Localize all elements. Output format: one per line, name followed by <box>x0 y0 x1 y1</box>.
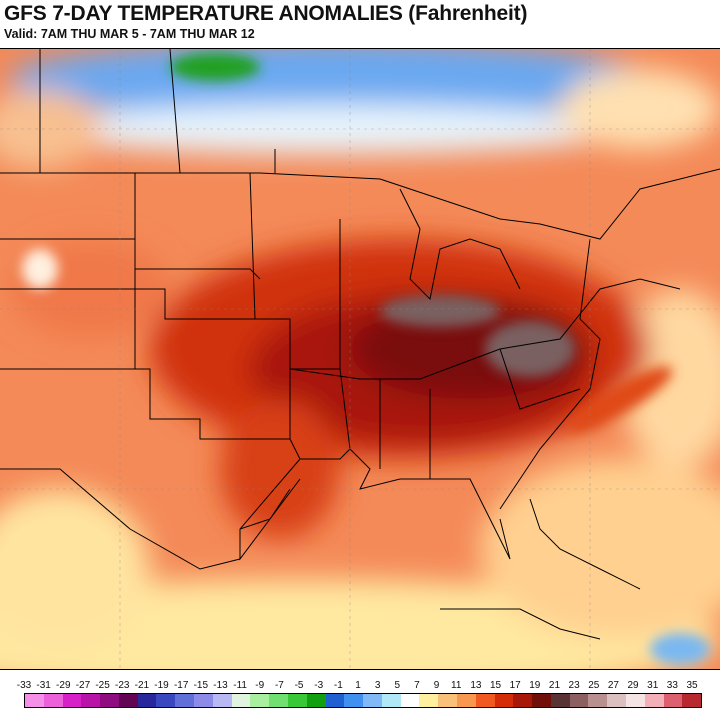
colorbar-tick-label: -3 <box>314 680 324 691</box>
colorbar-tick-label: -33 <box>16 680 32 691</box>
colorbar-labels: -33 -31 -29 -27 -25 -23 -21 -19 -17 -15 -13 -11 -9 -7… <box>0 680 720 692</box>
colorbar <box>24 693 702 708</box>
colorbar-swatch <box>550 694 570 707</box>
green-cold-patch <box>170 53 260 81</box>
colorbar-tick-label: 1 <box>355 680 361 691</box>
lat-lon-grid <box>0 49 720 669</box>
colorbar-swatch <box>212 694 232 707</box>
colorbar-tick-label: 7 <box>414 680 420 691</box>
colorbar-tick-label: 31 <box>647 680 659 691</box>
colorbar-tick-label: -15 <box>193 680 209 691</box>
colorbar-swatch <box>287 694 307 707</box>
virginia-extreme-patch <box>485 321 575 377</box>
colorbar-tick-label: -7 <box>274 680 284 691</box>
colorbar-tick-label: 13 <box>470 680 482 691</box>
colorbar-tick-label: 27 <box>607 680 619 691</box>
colorbar-tick-label: -13 <box>213 680 228 691</box>
colorbar-swatch <box>419 694 439 707</box>
colorbar-swatch <box>456 694 476 707</box>
colorbar-swatch <box>494 694 514 707</box>
colorbar-swatch <box>25 694 44 707</box>
colorbar-swatch <box>231 694 251 707</box>
colorbar-swatch <box>81 694 101 707</box>
chart-title: GFS 7-DAY TEMPERATURE ANOMALIES (Fahrenh… <box>4 2 528 25</box>
colorbar-swatch <box>626 694 645 707</box>
colorbar-tick-label: -19 <box>154 680 169 691</box>
colorbar-swatch <box>156 694 176 707</box>
colorbar-tick-label: -5 <box>294 680 304 691</box>
colorbar-swatch <box>569 694 589 707</box>
colorbar-swatch <box>43 694 63 707</box>
colorbar-swatch <box>663 694 683 707</box>
colorbar-swatch <box>344 694 364 707</box>
colorbar-tick-label: -31 <box>36 680 51 691</box>
colorbar-tick-label: 25 <box>588 680 600 691</box>
colorbar-tick-label: -29 <box>56 680 71 691</box>
colorbar-tick-label: -1 <box>333 680 343 691</box>
colorbar-swatch <box>513 694 533 707</box>
colorbar-tick-label: -17 <box>173 680 189 691</box>
colorbar-swatch <box>363 694 382 707</box>
colorbar-swatch <box>644 694 664 707</box>
colorbar-tick-label: -9 <box>255 680 265 691</box>
colorbar-tick-label: 33 <box>666 680 678 691</box>
colorbar-swatch <box>325 694 345 707</box>
colorbar-swatch <box>118 694 138 707</box>
colorbar-tick-label: 35 <box>686 680 698 691</box>
anomaly-map <box>0 48 720 670</box>
colorbar-swatch <box>175 694 195 707</box>
colorbar-tick-label: 5 <box>394 680 401 691</box>
colorbar-swatch <box>306 694 326 707</box>
colorbar-swatch <box>100 694 119 707</box>
colorbar-swatch <box>194 694 213 707</box>
colorbar-swatch <box>607 694 626 707</box>
colorbar-swatch <box>269 694 288 707</box>
colorbar-tick-label: -21 <box>134 680 150 691</box>
colorbar-tick-label: -23 <box>115 680 130 691</box>
colorbar-swatch <box>475 694 495 707</box>
colorbar-tick-label: -27 <box>75 680 91 691</box>
colorbar-tick-label: 29 <box>627 680 639 691</box>
colorbar-swatch <box>532 694 551 707</box>
colorbar-swatch <box>400 694 420 707</box>
colorbar-swatch <box>62 694 82 707</box>
colorbar-swatch <box>588 694 608 707</box>
colorbar-tick-label: 15 <box>489 680 502 691</box>
ohio-valley-extreme-patch <box>380 295 500 327</box>
colorbar-tick-label: 23 <box>568 680 580 691</box>
colorbar-tick-label: -25 <box>95 680 110 691</box>
colorbar-swatch <box>438 694 457 707</box>
colorbar-swatch <box>682 694 702 707</box>
colorbar-swatch <box>137 694 157 707</box>
colorbar-tick-label: -11 <box>233 680 247 691</box>
colorbar-swatch <box>381 694 401 707</box>
colorbar-tick-label: 9 <box>433 680 440 691</box>
colorbar-tick-label: 11 <box>451 680 462 691</box>
colorbar-tick-label: 3 <box>374 680 381 691</box>
colorbar-tick-label: 21 <box>548 680 561 691</box>
colorbar-tick-label: 17 <box>509 680 521 691</box>
valid-time: Valid: 7AM THU MAR 5 - 7AM THU MAR 12 <box>4 27 255 41</box>
colorbar-tick-label: 19 <box>529 680 541 691</box>
colorbar-swatch <box>250 694 270 707</box>
state-borders <box>0 49 720 640</box>
